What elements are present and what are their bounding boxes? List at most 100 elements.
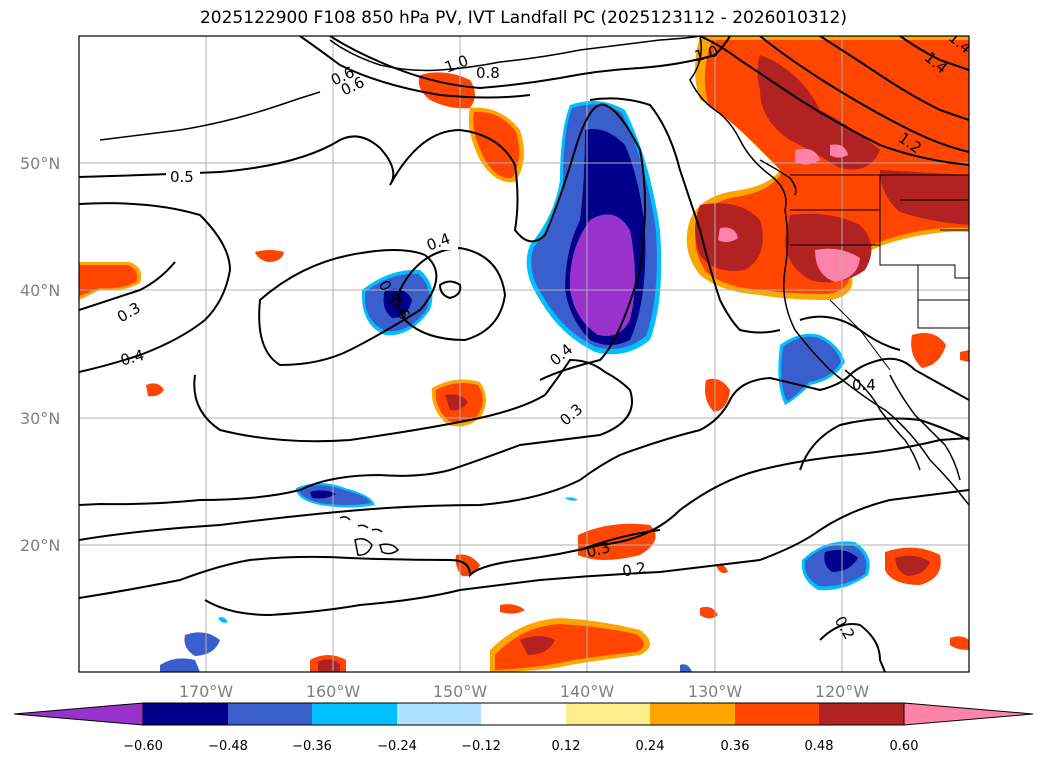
lon-tick-label: 130°W [688,682,743,701]
colorbar-extend-low [13,702,144,726]
contour-line [79,357,969,541]
contour-label: 0.4 [118,346,146,370]
hawaii-island [339,516,351,521]
state-border [879,175,969,279]
positive-anomaly-region [255,250,284,262]
positive-anomaly-region [79,265,137,296]
colorbar-segment [819,703,904,725]
lon-tick-label: 160°W [306,682,361,701]
alaska-coastline [329,36,701,72]
plot-frame [78,35,970,673]
contour-line [299,36,531,99]
positive-anomaly-region [911,332,946,368]
hawaii-island [357,524,369,529]
baja-coastline [844,369,921,471]
positive-anomaly-region [830,144,848,158]
positive-anomaly-region [895,555,930,576]
map-title: 2025122900 F108 850 hPa PV, IVT Landfall… [199,8,847,28]
positive-anomaly-region [705,378,730,412]
positive-anomaly-region [815,248,860,282]
contour-line [699,36,969,166]
contour-line [579,529,661,551]
positive-anomaly-region [445,394,468,411]
negative-anomaly-region [184,632,220,656]
positive-anomaly-region [950,636,969,650]
colorbar: −0.60 −0.48 −0.36 −0.24 −0.12 0.12 0.24 … [13,702,1034,754]
positive-anomaly-region [795,148,820,165]
contour-line [819,36,969,121]
gridlines [79,36,969,672]
colorbar-tick-label: 0.36 [721,739,750,754]
north-america-coastline [689,36,969,506]
lon-tick-label: 170°W [179,682,234,701]
colorbar-segment [735,703,819,725]
lat-tick-label: 40°N [20,281,60,300]
latitude-labels: 50°N 40°N 30°N 20°N [20,154,60,555]
coastlines [99,36,969,556]
positive-anomaly-region [718,227,738,243]
contour-line [258,249,438,367]
contour-label: 0.3 [584,538,612,562]
colorbar-segment [143,703,228,725]
colorbar-segment [481,703,566,725]
colorbar-tick-label: 0.48 [805,739,834,754]
vancouver-island-coastline [759,159,797,196]
contour-line [79,103,646,381]
longitude-labels: 170°W 160°W 150°W 140°W 130°W 120°W [179,682,870,701]
positive-anomaly-region [500,604,525,614]
negative-anomaly-region [218,617,228,623]
contour-label: 1.0 [692,42,720,66]
colorbar-segment [566,703,650,725]
negative-anomaly-region [569,214,635,336]
colorbar-segment [650,703,735,725]
contour-line [204,489,969,617]
lat-tick-label: 20°N [20,536,60,555]
positive-anomaly-region [716,564,728,574]
contour-line [79,437,969,599]
negative-anomaly-region [824,550,858,572]
contour-line [79,261,176,311]
contour-line [438,280,462,300]
negative-anomaly-region [299,485,371,505]
colorbar-tick-label: −0.48 [208,739,248,754]
negative-anomaly-region [310,490,336,499]
hawaii-island [379,543,400,555]
hawaii-island [371,528,383,533]
positive-anomaly-region [905,180,969,200]
lon-tick-label: 120°W [815,682,870,701]
lat-tick-label: 50°N [20,154,60,173]
positive-anomaly-region [700,606,718,619]
contour-line [589,97,781,334]
gulf-of-california-coastline [889,374,961,481]
positive-anomaly-region [495,624,644,670]
colorbar-segment [397,703,481,725]
contour-line [759,36,969,153]
political-borders [790,174,969,371]
contour-line [899,36,969,71]
negative-shading-layer [160,101,870,672]
positive-anomaly-region [146,383,164,397]
aleutian-coastline [99,91,321,141]
contour-label: 0.5 [170,168,194,186]
contour-line [799,315,901,351]
colorbar-segment [312,703,397,725]
colorbar-tick-label: 0.60 [890,739,919,754]
positive-anomaly-region [318,659,340,672]
colorbar-tick-label: −0.36 [292,739,332,754]
colorbar-tick-label: −0.24 [377,739,417,754]
contour-label: 0.8 [476,64,500,82]
pv-contours [79,36,969,672]
colorbar-extend-high [903,702,1034,726]
positive-anomaly-region [418,72,475,109]
state-border [880,264,969,329]
negative-anomaly-region [160,658,200,672]
contour-line [329,36,731,90]
positive-anomaly-region [960,350,969,362]
contour-label: 0.2 [621,559,648,581]
colorbar-segment [228,703,312,725]
contour-line [819,623,886,672]
shading-layer [79,36,969,672]
contour-line [799,417,969,471]
colorbar-tick-label: 0.12 [552,739,581,754]
